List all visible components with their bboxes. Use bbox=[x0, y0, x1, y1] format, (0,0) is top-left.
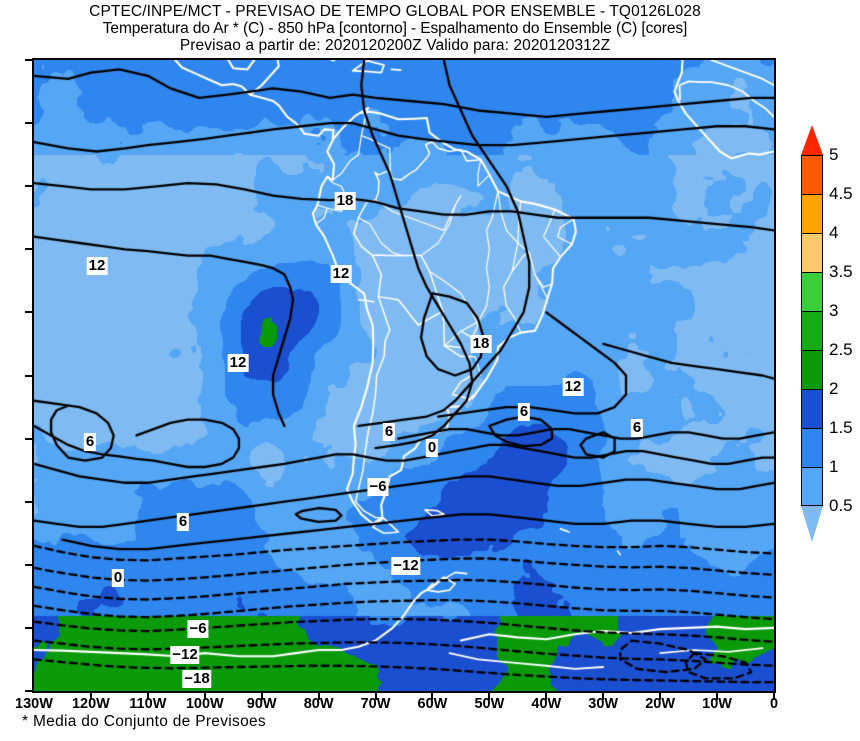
colorbar-tick-label: 5 bbox=[829, 145, 839, 164]
x-axis-tick-label: 30W bbox=[588, 696, 619, 712]
contour-label: −12 bbox=[391, 557, 421, 575]
x-axis-tick-mark bbox=[602, 693, 605, 700]
x-axis-tick-label: 0 bbox=[769, 696, 779, 712]
colorbar bbox=[801, 155, 823, 506]
contour-label: −6 bbox=[367, 478, 389, 496]
x-axis-tick-mark bbox=[374, 693, 377, 700]
contour-label: 18 bbox=[334, 192, 356, 210]
colorbar-tick-label: 3.5 bbox=[829, 262, 853, 281]
contour-label: 6 bbox=[517, 403, 531, 421]
colorbar-tick-label: 2 bbox=[829, 379, 839, 398]
colorbar-tick-label: 4 bbox=[829, 223, 839, 242]
x-axis-tick-label: 20W bbox=[645, 696, 676, 712]
contour-label: 0 bbox=[425, 439, 439, 457]
x-axis-tick-mark bbox=[488, 693, 491, 700]
colorbar-tick-label: 1 bbox=[829, 457, 839, 476]
colorbar-band bbox=[801, 389, 823, 428]
x-axis-tick-label: 120W bbox=[71, 696, 110, 712]
map-plot-area: 20N10NEQ10S20S30S40S50S60S70S80S130W120W… bbox=[15, 58, 778, 712]
y-axis-tick-mark bbox=[25, 500, 32, 503]
x-axis-tick-mark bbox=[89, 693, 92, 700]
y-axis-tick-mark bbox=[25, 248, 32, 251]
x-axis-tick-label: 100W bbox=[185, 696, 224, 712]
chart-subtitle: Temperatura do Ar * (C) - 850 hPa [conto… bbox=[102, 20, 688, 37]
x-axis-tick-label: 110W bbox=[129, 696, 167, 712]
colorbar-tick-label: 2.5 bbox=[829, 340, 853, 359]
x-axis-tick-mark bbox=[659, 693, 662, 700]
x-axis-tick-mark bbox=[203, 693, 206, 700]
x-axis-tick-label: 130W bbox=[15, 696, 53, 712]
y-axis-tick-mark bbox=[25, 59, 32, 61]
x-axis-tick-label: 90W bbox=[246, 696, 277, 712]
y-axis-tick-mark bbox=[25, 626, 32, 629]
contour-label: 6 bbox=[83, 433, 97, 451]
colorbar-band bbox=[801, 428, 823, 467]
chart-header: CPTEC/INPE/MCT - PREVISAO DE TEMPO GLOBA… bbox=[0, 0, 790, 54]
y-axis-tick-mark bbox=[25, 185, 32, 188]
x-axis-tick-mark bbox=[431, 693, 434, 700]
x-axis-tick-label: 10W bbox=[702, 696, 732, 712]
y-axis-tick-mark bbox=[25, 122, 32, 125]
x-axis-tick-mark bbox=[545, 693, 548, 700]
x-axis-tick-label: 70W bbox=[360, 696, 391, 712]
y-axis-tick-mark bbox=[25, 311, 32, 314]
contour-label: −12 bbox=[170, 646, 200, 664]
contour-label: −6 bbox=[187, 620, 209, 638]
colorbar-tick-label: 3 bbox=[829, 301, 839, 320]
x-axis-tick-label: 50W bbox=[474, 696, 505, 712]
contour-label: 6 bbox=[176, 513, 190, 531]
chart-valid-time: Previsao a partir de: 2020120200Z Valido… bbox=[179, 37, 611, 54]
colorbar-band bbox=[801, 194, 823, 233]
contour-label: 12 bbox=[330, 265, 352, 283]
contour-label: 18 bbox=[470, 335, 492, 353]
contour-label: 6 bbox=[630, 419, 644, 437]
y-axis-tick-mark bbox=[25, 374, 32, 377]
colorbar-tick-label: 0.5 bbox=[829, 496, 853, 515]
contour-label: 12 bbox=[562, 378, 584, 396]
x-axis-tick-label: 40W bbox=[531, 696, 562, 712]
colorbar-band bbox=[801, 311, 823, 350]
colorbar-band bbox=[801, 233, 823, 272]
contour-label: 0 bbox=[111, 569, 125, 587]
x-axis-tick-mark bbox=[716, 693, 719, 700]
ensemble-spread-map bbox=[34, 60, 774, 691]
colorbar-min-arrow bbox=[801, 506, 823, 542]
contour-label: 6 bbox=[382, 423, 396, 441]
x-axis-tick-label: 60W bbox=[417, 696, 448, 712]
footnote: * Media do Conjunto de Previsoes bbox=[22, 713, 266, 730]
x-axis-tick-label: 80W bbox=[303, 696, 334, 712]
x-axis-tick-mark bbox=[317, 693, 320, 700]
colorbar-tick-label: 1.5 bbox=[829, 418, 853, 437]
colorbar-band bbox=[801, 272, 823, 311]
contour-label: 12 bbox=[227, 354, 249, 372]
page-title: CPTEC/INPE/MCT - PREVISAO DE TEMPO GLOBA… bbox=[89, 3, 701, 20]
colorbar-max-arrow bbox=[801, 125, 823, 155]
colorbar-band bbox=[801, 350, 823, 389]
y-axis-tick-mark bbox=[25, 563, 32, 566]
colorbar-band bbox=[801, 467, 823, 506]
colorbar-band bbox=[801, 155, 823, 194]
contour-label: −18 bbox=[182, 670, 212, 688]
x-axis-tick-mark bbox=[146, 693, 149, 700]
x-axis-tick-mark bbox=[773, 693, 775, 700]
plot-frame bbox=[32, 58, 776, 693]
x-axis-tick-mark bbox=[260, 693, 263, 700]
contour-label: 12 bbox=[86, 257, 108, 275]
colorbar-tick-label: 4.5 bbox=[829, 184, 853, 203]
y-axis-tick-mark bbox=[25, 690, 32, 692]
y-axis-tick-mark bbox=[25, 437, 32, 440]
